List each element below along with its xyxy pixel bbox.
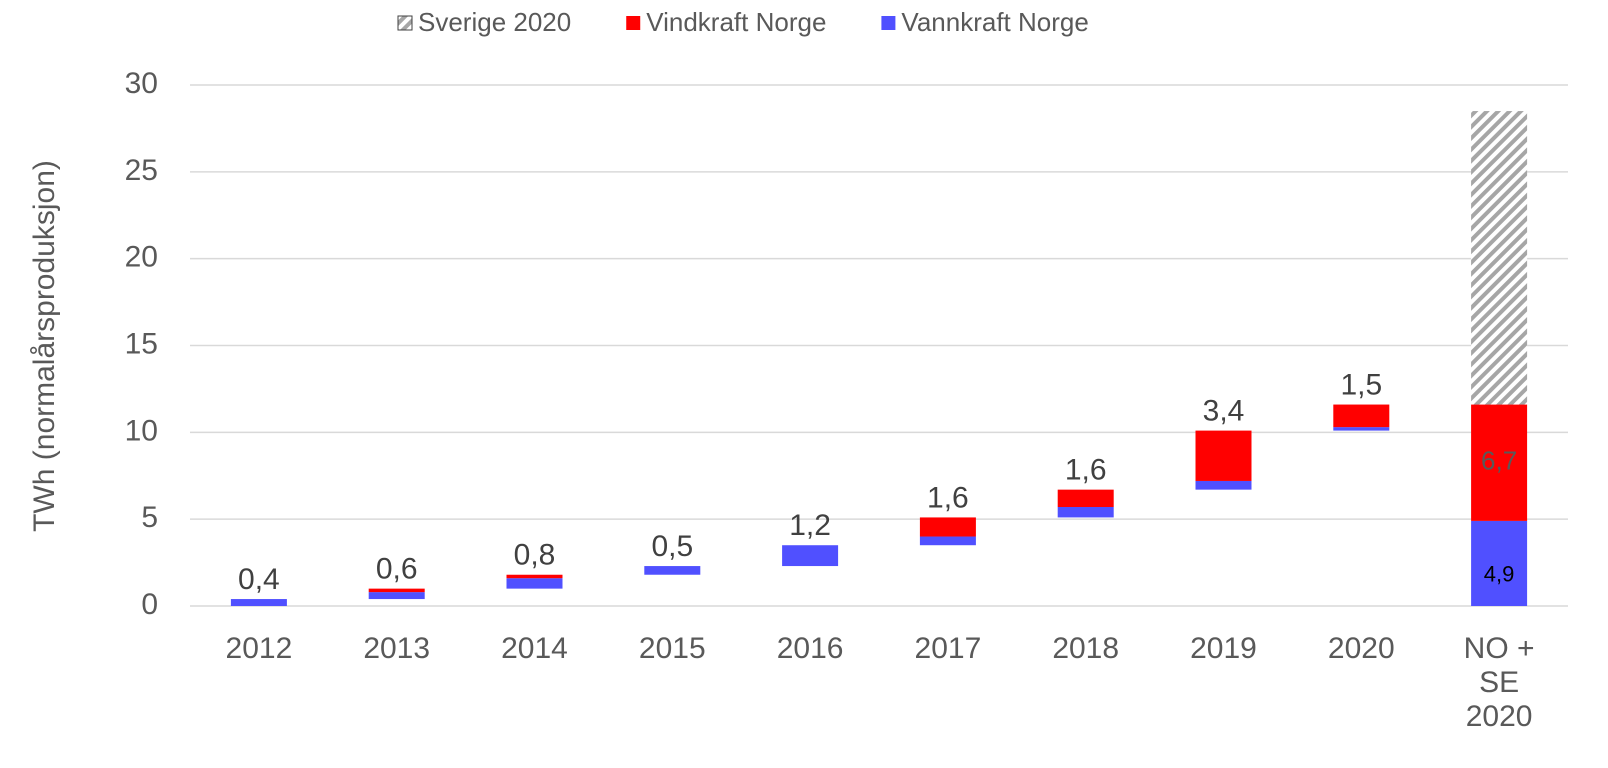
y-tick-label: 0 — [141, 588, 158, 621]
bar-segment — [506, 578, 563, 589]
y-tick-label: 5 — [141, 501, 158, 534]
x-tick-label: 2017 — [914, 632, 982, 665]
bar-segment — [230, 599, 287, 606]
bar-segment — [1471, 111, 1528, 405]
legend-label: Sverige 2020 — [418, 7, 571, 37]
bar-segment — [782, 545, 839, 567]
bar-segment — [368, 588, 425, 593]
data-label: 1,6 — [1065, 454, 1107, 487]
y-tick-label: 25 — [125, 154, 158, 187]
y-tick-label: 15 — [125, 327, 158, 360]
bar-segment — [1333, 404, 1390, 428]
x-tick-label: 2015 — [638, 632, 706, 665]
y-axis-title: TWh (normalårsproduksjon) — [28, 160, 61, 532]
bar-segment — [368, 592, 425, 600]
x-tick-label: 2016 — [776, 632, 844, 665]
data-label: 0,5 — [651, 530, 693, 563]
data-label: 1,6 — [927, 481, 969, 514]
x-tick-label: 2018 — [1052, 632, 1120, 665]
data-label: 3,4 — [1203, 395, 1245, 428]
bar-segment — [1195, 430, 1252, 481]
x-tick-label: 2014 — [501, 632, 568, 665]
x-tick-label: 2019 — [1190, 632, 1257, 665]
x-tick-label: NO + SE 2020 — [1463, 632, 1535, 733]
data-label: 0,6 — [376, 553, 418, 586]
y-tick-label: 10 — [125, 414, 158, 447]
bar-segment — [644, 566, 701, 575]
bar-segment — [919, 536, 976, 546]
data-label: 0,4 — [238, 563, 280, 596]
y-tick-label: 30 — [125, 67, 158, 100]
data-label: 0,8 — [514, 539, 556, 572]
legend-label: Vindkraft Norge — [646, 7, 826, 37]
data-label: 4,9 — [1484, 561, 1515, 586]
bar-segment — [1195, 480, 1252, 490]
bar-segment — [1057, 489, 1114, 508]
bar-segment — [1057, 507, 1114, 518]
bar-segment — [919, 517, 976, 537]
legend-swatch — [626, 16, 641, 30]
data-label: 6,7 — [1481, 446, 1517, 476]
bar-segment — [1471, 404, 1528, 521]
legend-swatch — [397, 15, 413, 31]
y-tick-label: 20 — [125, 241, 158, 274]
bar-segment — [1471, 520, 1528, 606]
data-label: 1,2 — [789, 509, 831, 542]
bar-segment — [1333, 427, 1390, 431]
x-tick-label: 2020 — [1327, 632, 1395, 665]
x-tick-label: 2012 — [225, 632, 293, 665]
bar-segment — [506, 574, 563, 579]
x-tick-label: 2013 — [363, 632, 431, 665]
data-label: 1,5 — [1340, 368, 1382, 401]
legend-swatch — [881, 16, 896, 30]
legend-label: Vannkraft Norge — [901, 7, 1088, 37]
